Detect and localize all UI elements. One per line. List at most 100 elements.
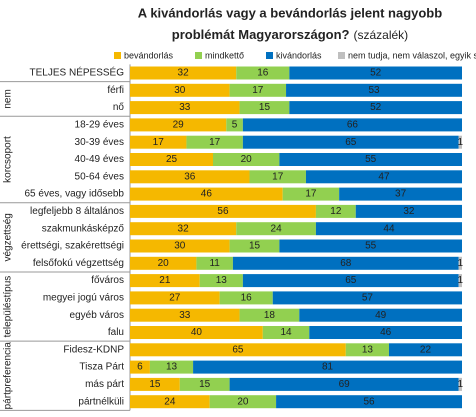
bar-segment (315, 222, 462, 236)
group-label: településtípus (3, 276, 14, 338)
bar-segment (130, 187, 283, 201)
category-label: 50-64 éves (75, 171, 124, 182)
bar-segment (130, 101, 240, 115)
bar-segment (458, 377, 462, 391)
bar-segment (299, 308, 462, 322)
data-label: 37 (395, 189, 407, 200)
data-label: 65 (345, 137, 357, 148)
data-label: 57 (362, 293, 374, 304)
bar-segment (262, 326, 310, 339)
data-label: 15 (199, 379, 211, 390)
category-label: pártnélküli (78, 396, 124, 407)
category-label: 65 éves, vagy idősebb (24, 189, 124, 200)
category-label: megyei jogú város (43, 293, 124, 304)
data-label: 40 (191, 327, 203, 338)
data-label: 68 (340, 258, 352, 269)
legend-swatch (114, 52, 121, 59)
bar-segment (130, 83, 230, 97)
data-label: 32 (403, 206, 415, 217)
data-label: 27 (169, 293, 181, 304)
category-label: Tisza Párt (79, 362, 124, 373)
bar-segment (289, 101, 462, 115)
data-label: 17 (209, 137, 221, 148)
bar-segment (458, 256, 462, 270)
data-label: 13 (362, 344, 374, 355)
bar-segment (229, 377, 459, 391)
bar-segment (130, 377, 180, 391)
category-label: legfeljebb 8 általános (30, 206, 124, 217)
legend-label: bevándorlás (124, 50, 174, 60)
bar-segment (282, 187, 340, 201)
data-label: 11 (209, 258, 220, 269)
category-label: falu (108, 327, 124, 338)
bar-segment (339, 187, 462, 201)
bar-segment (229, 239, 280, 253)
bar-segment (345, 343, 389, 357)
data-label: 13 (216, 275, 228, 286)
bar-segment (286, 83, 462, 97)
data-label: 14 (280, 327, 292, 338)
bar-segment (130, 308, 240, 322)
bar-segment (199, 274, 243, 288)
category-label: Fidesz-KDNP (63, 344, 124, 355)
chart-subtitle: (százalék) (354, 28, 409, 42)
bar-segment (232, 256, 459, 270)
bar-segment (130, 222, 237, 236)
bar-segment (130, 274, 200, 288)
bar-segment (272, 291, 462, 305)
data-label: 29 (173, 120, 185, 131)
bar-segment (130, 153, 213, 166)
data-label: 32 (178, 68, 190, 79)
legend-label: mindkettő (205, 50, 244, 60)
data-label: 16 (241, 293, 253, 304)
bar-segment (130, 66, 237, 80)
bar-segment (179, 377, 230, 391)
group-label: korcsoport (3, 136, 14, 183)
data-label: 52 (370, 68, 382, 79)
data-label: 52 (370, 102, 382, 113)
data-label: 44 (383, 223, 395, 234)
bar-segment (219, 291, 273, 305)
data-label: 32 (178, 223, 190, 234)
bar-segment (458, 274, 462, 288)
data-label: 33 (179, 102, 191, 113)
bar-segment (149, 360, 194, 374)
bar-segment (239, 308, 300, 322)
bar-segment (315, 204, 356, 218)
bar-segment (209, 395, 277, 409)
data-label: 1 (457, 379, 463, 390)
data-label: 20 (241, 154, 253, 165)
data-label: 1 (457, 137, 463, 148)
bar-segment (193, 360, 462, 374)
data-label: 24 (164, 396, 176, 407)
bar-segment (186, 135, 243, 149)
chart-title: problémát Magyarországon? (172, 27, 350, 42)
legend-swatch (338, 52, 345, 59)
category-label: 40-49 éves (75, 154, 124, 165)
group-label: nem (3, 89, 14, 108)
category-label: főváros (91, 275, 124, 286)
data-label: 56 (363, 396, 375, 407)
data-label: 25 (166, 154, 178, 165)
bar-segment (242, 274, 459, 288)
data-label: 6 (137, 362, 143, 373)
data-label: 81 (322, 362, 334, 373)
bar-segment (130, 326, 263, 339)
bar-segment (130, 135, 187, 149)
data-label: 17 (252, 85, 264, 96)
data-label: 46 (380, 327, 392, 338)
category-label: TELJES NÉPESSÉG (30, 66, 125, 79)
category-label: felsőfokú végzettség (33, 258, 124, 269)
category-label: 30-39 éves (75, 137, 124, 148)
bar-segment (279, 153, 462, 166)
bar-segment (130, 395, 210, 409)
bar-segment (276, 395, 462, 409)
data-label: 47 (378, 171, 390, 182)
legend-swatch (266, 52, 273, 59)
data-label: 56 (217, 206, 229, 217)
bar-segment (226, 118, 243, 132)
bar-segment (236, 66, 290, 80)
category-label: más párt (85, 379, 124, 390)
bar-segment (242, 118, 462, 132)
